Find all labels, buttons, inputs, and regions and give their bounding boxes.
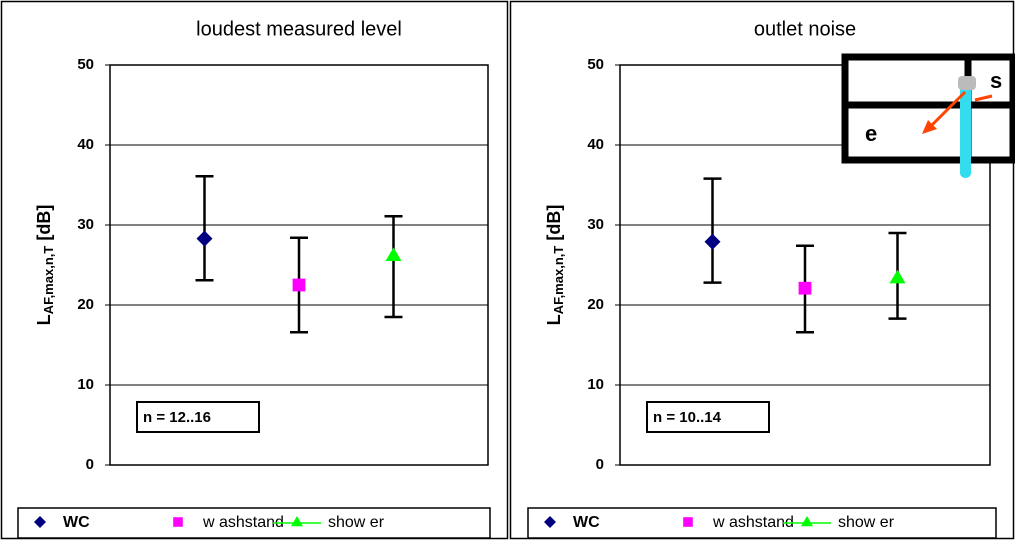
y-tick-label: 30: [77, 216, 94, 233]
y-tick-label: 50: [77, 56, 94, 73]
marker: [173, 517, 183, 527]
marker: [385, 247, 402, 261]
panel-frame: [0, 0, 509, 540]
marker: [544, 516, 556, 528]
y-tick-label: 10: [77, 376, 94, 393]
annotation-box: [136, 401, 260, 433]
y-tick-label: 0: [596, 456, 604, 473]
inset-pipe-top: [958, 76, 976, 90]
annotation: n = 12..16: [143, 409, 211, 426]
marker: [798, 281, 812, 295]
inset-arrowhead: [922, 120, 937, 134]
marker: [292, 278, 306, 292]
marker: [889, 269, 906, 284]
legend-label: WC: [63, 514, 90, 531]
y-tick-label: 20: [587, 296, 604, 313]
legend-label: show er: [328, 514, 385, 531]
y-tick-label: 40: [77, 136, 94, 153]
y-tick-label: 40: [587, 136, 604, 153]
chart-title: outlet noise: [754, 18, 856, 40]
inset-arrow: [928, 90, 967, 129]
marker: [196, 230, 213, 247]
inset-pipe: [960, 85, 971, 178]
y-tick-label: 30: [587, 216, 604, 233]
y-label-unit: [dB]: [34, 205, 54, 241]
marker: [704, 233, 721, 250]
marker: [291, 516, 303, 527]
annotation-box: [646, 401, 770, 433]
y-tick-label: 50: [587, 56, 604, 73]
y-label-sub: AF,max,n,T: [41, 246, 56, 315]
annotation: n = 10..14: [653, 409, 722, 426]
chart-title: loudest measured level: [196, 18, 402, 40]
y-axis-label: LAF,max,n,T [dB]: [34, 205, 57, 326]
y-label-main: L: [34, 314, 54, 325]
legend-box: [17, 507, 491, 539]
plot-frame: [109, 64, 489, 466]
y-axis-label: LAF,max,n,T [dB]: [544, 205, 567, 326]
inset-label: s: [990, 68, 1002, 93]
marker: [801, 516, 813, 527]
legend-label: show er: [838, 514, 895, 531]
legend-label: w ashstand: [712, 514, 794, 531]
y-tick-label: 0: [86, 456, 94, 473]
marker: [683, 517, 693, 527]
plot-frame: [619, 64, 991, 466]
legend-box: [527, 507, 997, 539]
y-tick-label: 20: [77, 296, 94, 313]
inset-label: e: [865, 121, 877, 146]
marker: [34, 516, 46, 528]
legend-label: WC: [573, 514, 600, 531]
y-label-unit: [dB]: [544, 205, 564, 241]
legend-label: w ashstand: [202, 514, 284, 531]
y-label-sub: AF,max,n,T: [551, 246, 566, 315]
y-label-main: L: [544, 314, 564, 325]
inset-arrow: [974, 94, 993, 102]
y-tick-label: 10: [587, 376, 604, 393]
